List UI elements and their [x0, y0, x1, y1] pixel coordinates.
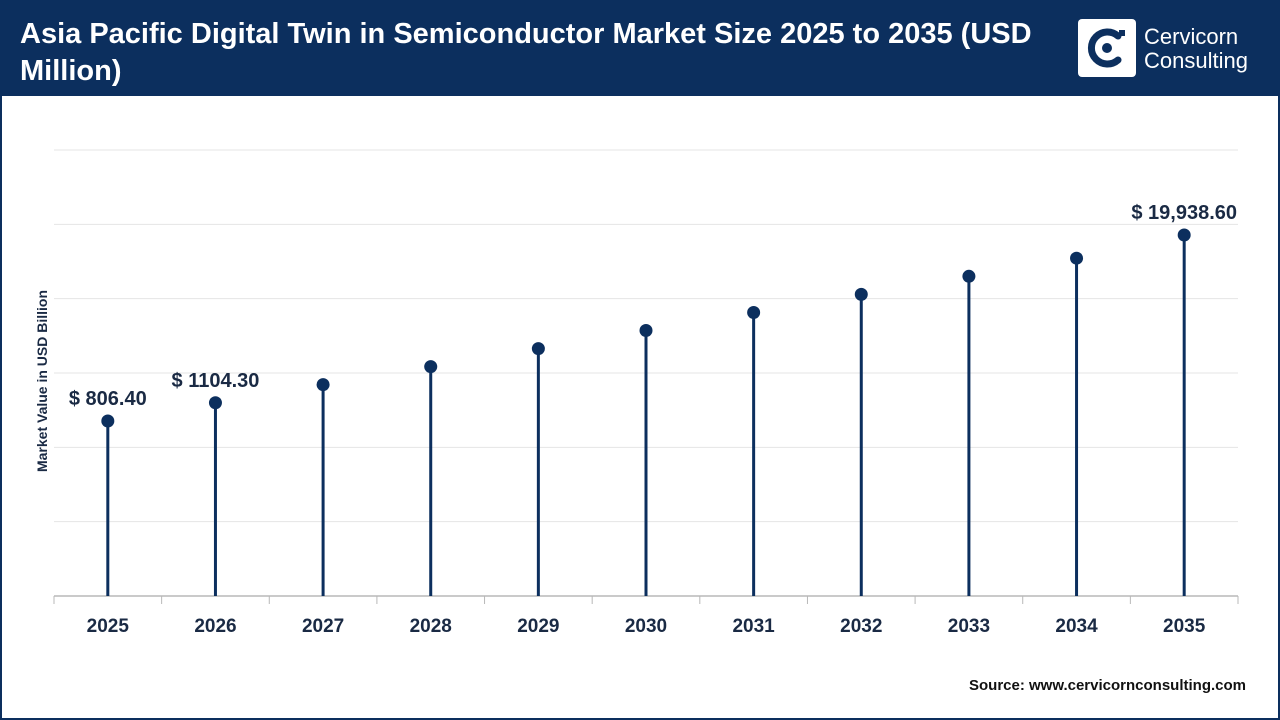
logo-line-2: Consulting	[1144, 48, 1248, 73]
x-tick-label: 2026	[194, 616, 236, 637]
lollipop-point	[747, 305, 761, 319]
x-axis: 2025 2026 2027 2028 2029 2030 2031 2032 2033 2034…	[53, 595, 1239, 637]
chart-title: Asia Pacific Digital Twin in Semiconduct…	[20, 18, 1032, 87]
header-bar: Asia Pacific Digital Twin in Semiconduct…	[2, 2, 1278, 96]
source-note: Source: www.cervicornconsulting.com	[968, 677, 1246, 694]
data-label: $ 1104.30	[172, 370, 260, 392]
lollipop-point	[208, 396, 222, 410]
lollipop-point	[639, 324, 653, 338]
lollipop-point	[854, 287, 868, 301]
lollipop-point	[1177, 228, 1191, 242]
lollipop-point	[101, 414, 115, 428]
company-logo: Cervicorn Consulting	[1078, 19, 1268, 79]
lollipop-stems	[101, 228, 1191, 596]
x-tick-label: 2034	[1055, 616, 1098, 637]
lollipop-point	[424, 360, 438, 374]
data-labels: $ 806.40 $ 1104.30 $ 19,938.60	[69, 202, 1237, 410]
data-label: $ 806.40	[69, 388, 147, 410]
x-tick-label: 2025	[87, 616, 130, 637]
logo-mark-icon	[1078, 19, 1136, 77]
data-label: $ 19,938.60	[1131, 202, 1237, 224]
logo-text: Cervicorn Consulting	[1144, 25, 1248, 73]
lollipop-point	[316, 378, 330, 392]
lollipop-point	[962, 269, 976, 283]
lollipop-point	[1070, 251, 1084, 265]
x-tick-label: 2032	[840, 616, 882, 637]
x-tick-label: 2031	[732, 616, 775, 637]
y-axis-label: Market Value in USD Billion	[34, 290, 50, 472]
x-tick-label: 2030	[625, 616, 667, 637]
x-tick-label: 2029	[517, 616, 559, 637]
x-tick-label: 2035	[1163, 616, 1206, 637]
x-tick-label: 2027	[302, 616, 344, 637]
logo-line-1: Cervicorn	[1144, 24, 1239, 49]
x-tick-label: 2033	[948, 616, 990, 637]
x-tick-label: 2028	[410, 616, 452, 637]
lollipop-point	[531, 342, 545, 356]
